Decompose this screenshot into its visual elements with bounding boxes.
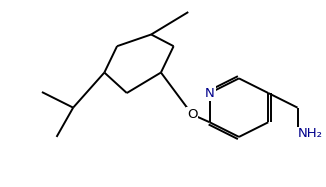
Text: NH₂: NH₂ <box>298 128 322 140</box>
Text: O: O <box>187 108 198 121</box>
Text: N: N <box>205 87 215 99</box>
